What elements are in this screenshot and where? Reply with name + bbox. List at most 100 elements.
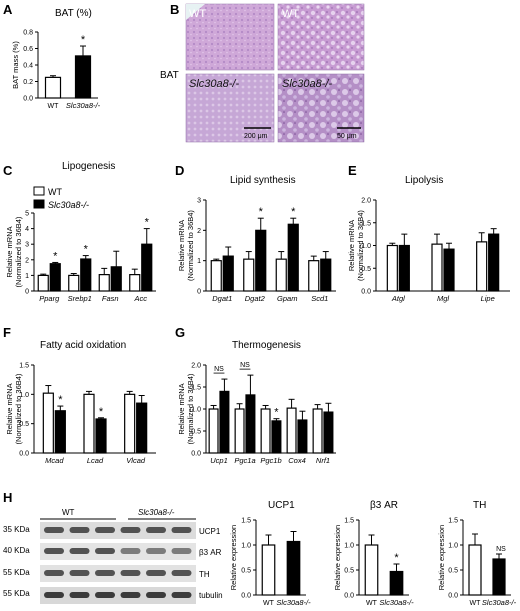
bar bbox=[243, 258, 255, 292]
histology-wt-high-label: WT bbox=[282, 8, 299, 20]
chart-f: Fatty acid oxidation 0.0 0.5 1.0 1.5 Relative… bbox=[5, 340, 156, 465]
bar bbox=[44, 76, 62, 99]
y-tick-label: 3 bbox=[25, 242, 29, 249]
bar bbox=[245, 394, 256, 454]
y-axis-label: Relative expression bbox=[333, 525, 342, 590]
x-category-label: Slc30a8-/- bbox=[276, 598, 311, 607]
bar bbox=[222, 255, 234, 292]
panel-label-h: H bbox=[3, 490, 12, 505]
y-tick-label: 1.5 bbox=[191, 385, 201, 392]
x-category-label: Srebp1 bbox=[68, 294, 92, 303]
bar bbox=[54, 410, 66, 454]
blot-band bbox=[120, 592, 141, 598]
bar bbox=[80, 258, 92, 292]
significance-marker: NS bbox=[240, 362, 250, 369]
bar bbox=[286, 407, 297, 454]
blot-band bbox=[146, 548, 166, 554]
y-tick-label: 0.8 bbox=[23, 30, 33, 37]
y-axis-label: Relative expression bbox=[437, 525, 446, 590]
blot-band bbox=[120, 548, 141, 554]
bar bbox=[386, 244, 398, 292]
panel-label-c: C bbox=[3, 163, 13, 178]
y-axis-label: Relative mRNA bbox=[177, 383, 186, 434]
panel-label-b: B bbox=[170, 2, 179, 17]
x-category-label: Acc bbox=[133, 294, 147, 303]
bar bbox=[271, 420, 282, 454]
y-tick-label: 2.0 bbox=[191, 363, 201, 370]
significance-marker: * bbox=[145, 217, 150, 229]
chart-title: TH bbox=[473, 500, 486, 511]
bar bbox=[95, 418, 107, 454]
x-category-label: Scd1 bbox=[311, 294, 328, 303]
y-axis-label-unit: (Normalized to 36B4) bbox=[14, 373, 23, 444]
bar bbox=[210, 260, 222, 292]
significance-marker: NS bbox=[214, 366, 224, 373]
y-tick-label: 4 bbox=[25, 226, 29, 233]
significance-marker: * bbox=[84, 244, 89, 256]
bar bbox=[219, 390, 230, 454]
x-category-label: Atgl bbox=[391, 294, 405, 303]
legend-ko-swatch bbox=[33, 199, 45, 209]
bar bbox=[37, 274, 49, 292]
bar bbox=[110, 266, 122, 292]
blot-protein-tubulin: tubulin bbox=[199, 591, 223, 600]
y-tick-label: 0 bbox=[25, 289, 29, 296]
legend-wt-label: WT bbox=[48, 187, 62, 197]
x-category-label: Gpam bbox=[277, 294, 297, 303]
histology-ko-low bbox=[185, 73, 275, 143]
y-tick-label: 2 bbox=[25, 257, 29, 264]
blot-strip-tubulin bbox=[40, 587, 196, 604]
y-tick-label: 0.5 bbox=[191, 429, 201, 436]
y-tick-label: 1.0 bbox=[448, 543, 458, 550]
bar bbox=[208, 408, 219, 454]
legend: WT Slc30a8-/- bbox=[33, 186, 89, 210]
blot-band bbox=[44, 592, 64, 598]
chart-e: Lipolysis 0.0 0.5 1.0 1.5 2.0 Relative mRNA (No… bbox=[347, 175, 510, 303]
histology-tissue-label: BAT bbox=[160, 70, 179, 81]
y-tick-label: 1.5 bbox=[344, 518, 354, 525]
blot-group-ko: Slc30a8-/- bbox=[138, 508, 175, 517]
x-category-label: Cox4 bbox=[288, 456, 306, 465]
significance-marker: * bbox=[274, 407, 279, 419]
bar bbox=[492, 558, 506, 596]
y-tick-label: 0.2 bbox=[23, 79, 33, 86]
significance-marker: * bbox=[58, 394, 63, 406]
x-category-label: Slc30a8-/- bbox=[379, 598, 414, 607]
x-category-label: Slc30a8-/- bbox=[482, 598, 517, 607]
blot-band bbox=[44, 527, 64, 533]
y-axis-label: Relative mRNA bbox=[347, 220, 356, 271]
blot-marker-3: 55 KDa bbox=[3, 568, 30, 577]
blot-band bbox=[44, 570, 64, 576]
blot-band bbox=[146, 570, 166, 576]
blot-marker-2: 40 KDa bbox=[3, 546, 30, 555]
chart-g: Thermogenesis 0.0 0.5 1.0 1.5 2.0 Relative mRN… bbox=[177, 340, 336, 465]
y-tick-label: 0.0 bbox=[241, 593, 251, 600]
y-axis-label: Relative expression bbox=[229, 525, 238, 590]
bar bbox=[297, 419, 308, 454]
blot-band bbox=[95, 548, 115, 554]
histology-wt-low bbox=[185, 3, 275, 71]
y-tick-label: 1.5 bbox=[361, 220, 371, 227]
blot-band bbox=[171, 548, 192, 554]
y-tick-label: 0.0 bbox=[23, 96, 33, 103]
y-tick-label: 3 bbox=[197, 198, 201, 205]
bar bbox=[98, 274, 110, 292]
chart-title: Lipogenesis bbox=[62, 161, 115, 172]
blot-band bbox=[69, 570, 90, 576]
y-tick-label: 0.0 bbox=[448, 593, 458, 600]
legend-ko-label: Slc30a8-/- bbox=[48, 200, 89, 210]
y-tick-label: 1.0 bbox=[19, 392, 29, 399]
y-tick-label: 5 bbox=[25, 211, 29, 218]
y-tick-label: 1.0 bbox=[241, 543, 251, 550]
panel-label-d: D bbox=[175, 163, 184, 178]
blot-strip-ucp1 bbox=[40, 522, 196, 539]
blot-band bbox=[69, 592, 90, 598]
x-category-label: Pgc1a bbox=[234, 456, 255, 465]
blot-band bbox=[44, 548, 64, 554]
bar bbox=[141, 243, 153, 292]
histology-ko-high-label: Slc30a8-/- bbox=[282, 78, 332, 90]
scale-bar-low-label: 200 μm bbox=[244, 133, 268, 140]
significance-marker: * bbox=[81, 34, 86, 46]
y-tick-label: 1.0 bbox=[344, 543, 354, 550]
